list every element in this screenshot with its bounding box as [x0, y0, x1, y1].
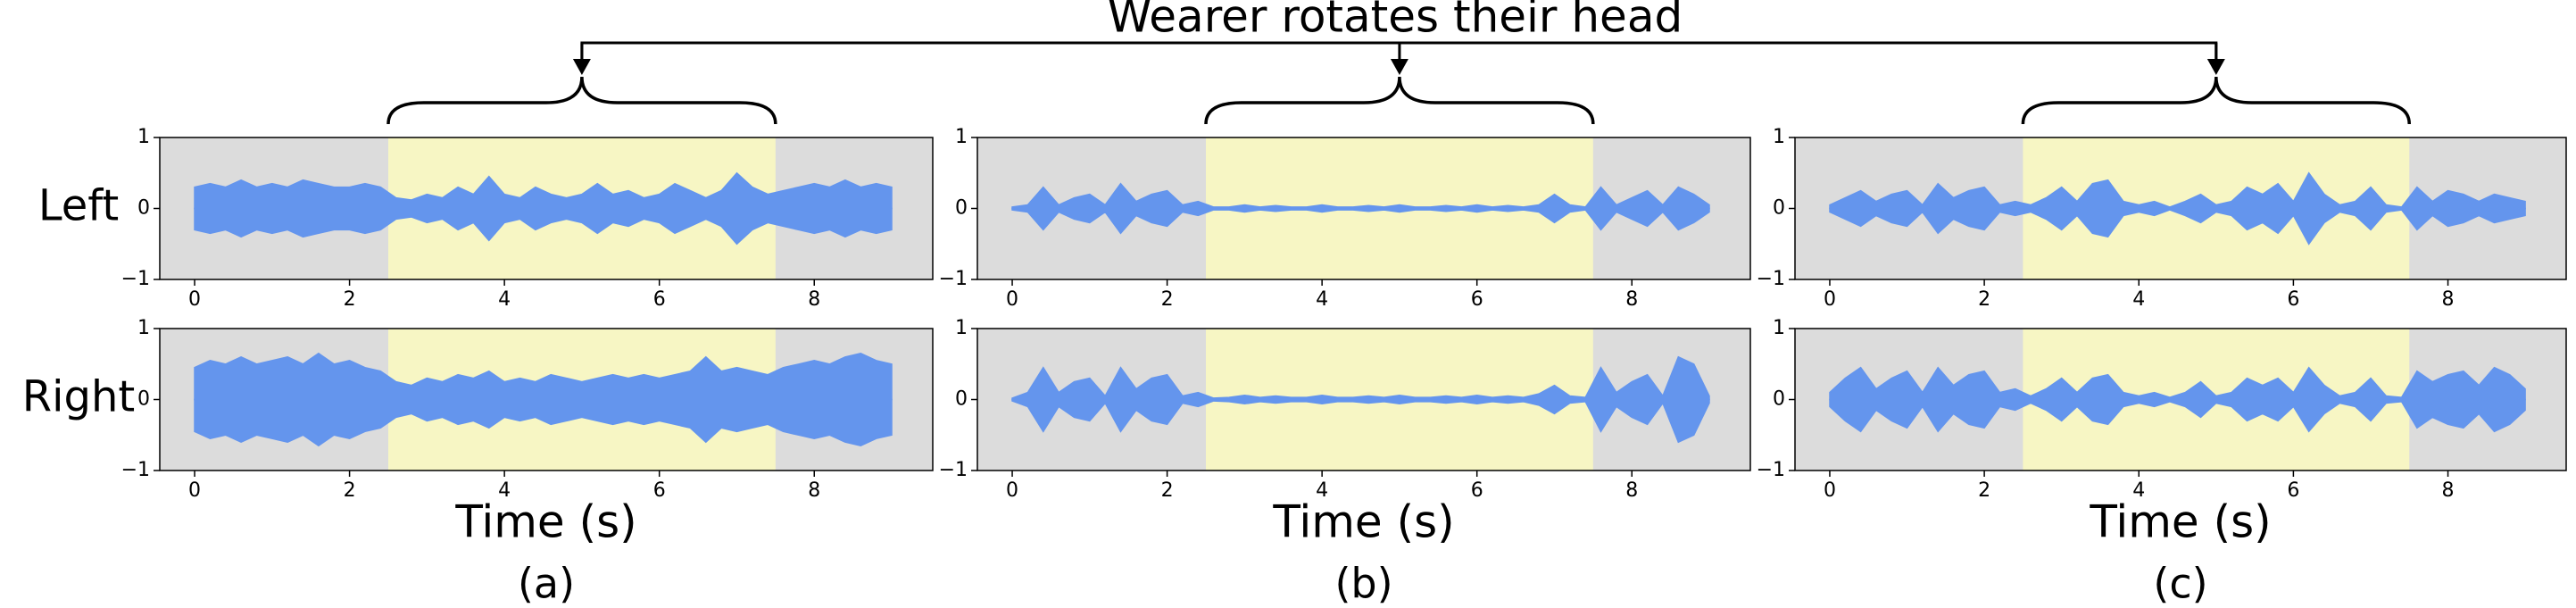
- x-tick-label: 6: [1471, 479, 1483, 502]
- waveform-lower: [1011, 398, 1710, 444]
- waveform-lower: [1829, 398, 2526, 433]
- x-tick-label: 8: [808, 479, 820, 502]
- row-label: Left: [38, 181, 119, 231]
- y-tick-label: 0: [137, 388, 150, 411]
- y-tick-label: −1: [939, 268, 968, 290]
- waveform-upper: [1829, 366, 2526, 401]
- x-tick-label: 0: [1824, 288, 1836, 311]
- x-tick-label: 4: [2132, 288, 2145, 311]
- y-tick-label: 1: [137, 126, 150, 148]
- x-tick-label: 0: [188, 288, 201, 311]
- x-tick-label: 6: [1471, 288, 1483, 311]
- x-tick-label: 0: [188, 479, 201, 502]
- y-tick-label: −1: [1757, 459, 1785, 481]
- x-tick-label: 6: [2287, 288, 2299, 311]
- x-axis-label: Time (s): [2089, 496, 2271, 548]
- x-tick-label: 6: [653, 479, 666, 502]
- waveform-lower: [194, 398, 893, 447]
- y-tick-label: 0: [1773, 388, 1785, 411]
- x-tick-label: 4: [2132, 479, 2145, 502]
- y-tick-label: −1: [939, 459, 968, 481]
- y-tick-label: 1: [1773, 317, 1785, 339]
- x-tick-label: 0: [1006, 479, 1018, 502]
- x-tick-label: 0: [1824, 479, 1836, 502]
- x-axis-label: Time (s): [454, 496, 636, 548]
- arrow-head: [1390, 59, 1408, 75]
- waveform-lower: [194, 207, 893, 246]
- waveform-lower: [1011, 207, 1710, 235]
- x-tick-label: 4: [498, 288, 511, 311]
- y-tick-label: −1: [121, 268, 150, 290]
- arrow-head: [2206, 59, 2225, 75]
- x-tick-label: 2: [344, 288, 356, 311]
- y-tick-label: 0: [1773, 197, 1785, 220]
- x-tick-label: 6: [653, 288, 666, 311]
- y-tick-label: 1: [1773, 126, 1785, 148]
- x-tick-label: 8: [2442, 288, 2455, 311]
- waveform-upper: [194, 171, 893, 210]
- x-tick-label: 2: [344, 479, 356, 502]
- x-tick-label: 4: [1316, 288, 1328, 311]
- x-tick-label: 4: [1316, 479, 1328, 502]
- row-label: Right: [22, 372, 135, 422]
- panel-label: (b): [1334, 560, 1392, 608]
- y-tick-label: −1: [121, 459, 150, 481]
- waveform-lower: [1829, 207, 2526, 246]
- brace: [2021, 76, 2412, 125]
- x-axis-label: Time (s): [1272, 496, 1454, 548]
- x-tick-label: 8: [1625, 479, 1638, 502]
- y-tick-label: 1: [955, 317, 968, 339]
- arrow-head: [572, 59, 591, 75]
- x-tick-label: 6: [2287, 479, 2299, 502]
- x-tick-label: 8: [1625, 288, 1638, 311]
- panel-label: (a): [518, 560, 575, 608]
- panel-label: (c): [2153, 560, 2207, 608]
- x-tick-label: 0: [1006, 288, 1018, 311]
- x-tick-label: 8: [808, 288, 820, 311]
- y-tick-label: 0: [137, 197, 150, 220]
- waveform-upper: [1011, 355, 1710, 401]
- x-tick-label: 2: [1161, 288, 1174, 311]
- x-tick-label: 2: [1161, 479, 1174, 502]
- brace: [1204, 76, 1595, 125]
- brace: [386, 76, 777, 125]
- y-tick-label: 0: [955, 197, 968, 220]
- x-tick-label: 2: [1978, 288, 1990, 311]
- x-tick-label: 8: [2442, 479, 2455, 502]
- annotation-title: Wearer rotates their head: [1108, 0, 1683, 43]
- y-tick-label: 1: [955, 126, 968, 148]
- x-tick-label: 4: [498, 479, 511, 502]
- waveform-upper: [1011, 182, 1710, 210]
- y-tick-label: −1: [1757, 268, 1785, 290]
- x-tick-label: 2: [1978, 479, 1990, 502]
- waveform-upper: [1829, 171, 2526, 210]
- y-tick-label: 0: [955, 388, 968, 411]
- waveform-upper: [194, 352, 893, 401]
- y-tick-label: 1: [137, 317, 150, 339]
